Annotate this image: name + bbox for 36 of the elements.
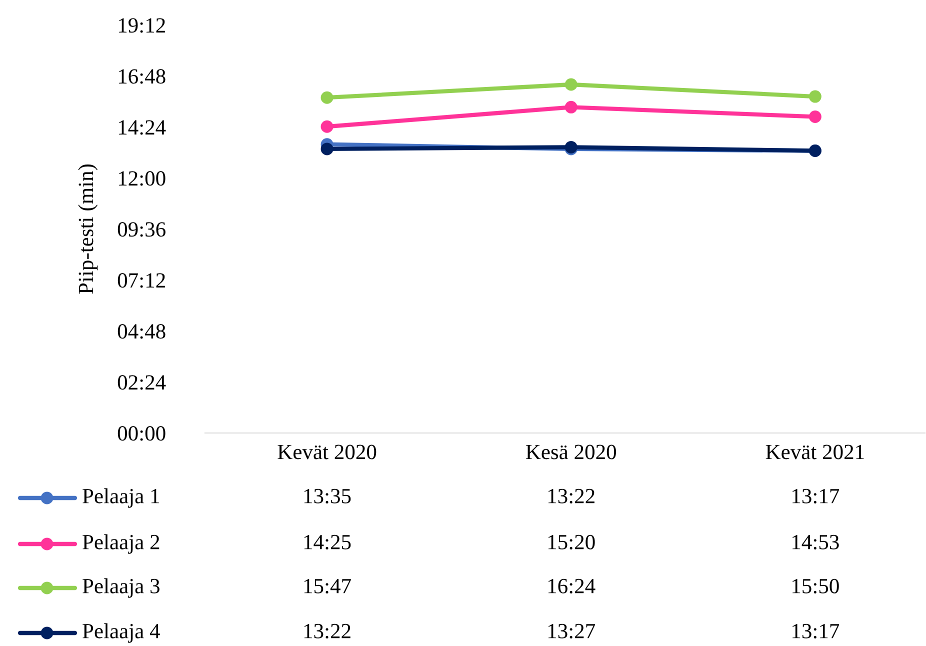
data-label: 13:17 [792,488,840,504]
data-label: 15:20 [548,534,595,550]
y-tick-label: 00:00 [118,426,166,441]
x-tick-label: Kesä 2020 [526,444,616,460]
y-axis-title: Piip-testi (min) [78,164,98,294]
y-tick-label: 14:24 [118,120,166,135]
data-label: 14:25 [304,534,351,550]
y-tick-label: 19:12 [118,18,165,33]
point [808,90,822,103]
y-tick-label: 02:24 [118,375,166,390]
data-label: 13:27 [548,624,595,638]
data-label: 13:22 [304,624,350,638]
data-label: 15:47 [304,578,351,594]
y-tick-label: 09:36 [118,222,166,237]
point [320,91,334,104]
point [320,142,334,156]
point [564,100,578,114]
data-label: 13:22 [548,488,594,504]
point [564,78,578,91]
y-tick-label: 07:12 [118,273,165,288]
legend-label: Pelaaja 2 [82,534,160,554]
data-label: 14:53 [792,534,839,550]
point [808,110,822,123]
data-label: 13:35 [304,488,351,504]
legend-label: Pelaaja 3 [82,578,160,598]
data-label: 13:17 [792,624,840,638]
legend-label: Pelaaja 1 [82,488,160,508]
data-label: 16:24 [548,578,596,594]
point [320,120,334,133]
y-tick-label: 16:48 [118,69,166,84]
y-tick-label: 12:00 [118,171,166,186]
y-tick-label: 04:48 [118,324,166,339]
legend-label: Pelaaja 4 [82,623,160,643]
x-tick-label: Kevät 2021 [766,444,864,460]
data-label: 15:50 [792,578,839,594]
x-tick-label: Kevät 2020 [278,444,376,460]
